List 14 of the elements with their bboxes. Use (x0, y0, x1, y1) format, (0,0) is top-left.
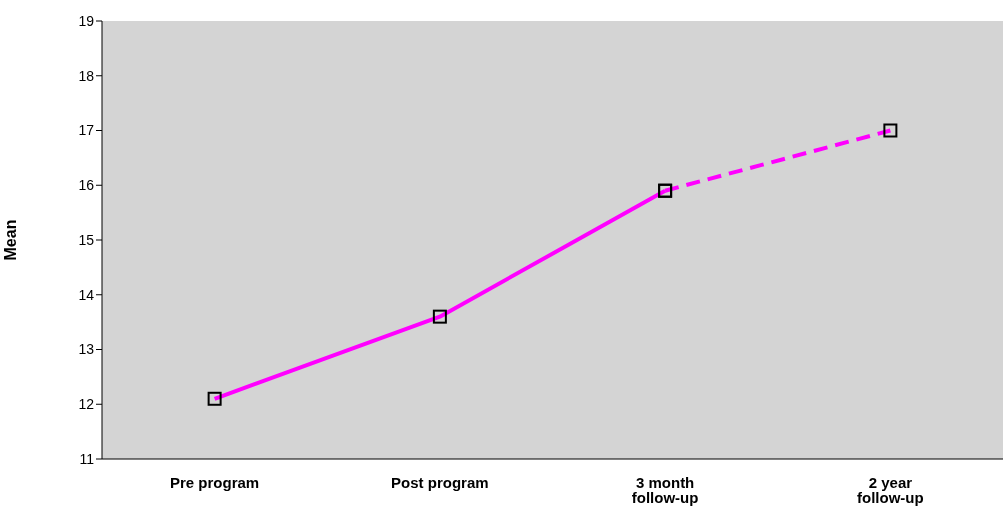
y-tick-label: 18 (78, 67, 95, 84)
x-tick-label: Pre program (170, 473, 260, 491)
y-tick-label: 19 (78, 12, 95, 29)
y-tick-label: 14 (78, 286, 95, 303)
y-tick-label: 12 (78, 396, 95, 413)
y-tick-label: 13 (78, 341, 95, 358)
y-tick-label: 16 (78, 177, 95, 194)
x-tick-label: 3 month follow-up (631, 473, 699, 506)
x-tick-label: Post program (391, 473, 489, 491)
y-tick-label: 17 (78, 122, 95, 139)
y-tick-label: 11 (79, 450, 95, 467)
y-axis-title: Mean (1, 219, 19, 261)
x-tick-label: 2 year follow-up (857, 473, 924, 506)
y-tick-label: 15 (78, 231, 95, 248)
